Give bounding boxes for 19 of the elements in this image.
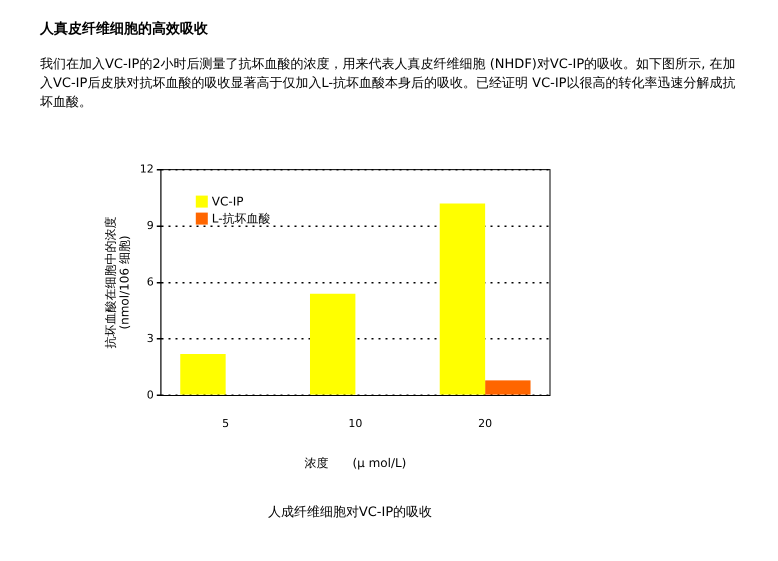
y-axis-title: 抗坏血酸在细胞中的浓度 (nmol/106 细胞) [103, 216, 132, 348]
y-tick-label: 12 [140, 162, 154, 176]
y-tick-label: 0 [146, 388, 154, 402]
x-tick-label: 10 [348, 416, 362, 430]
bar [180, 354, 226, 395]
legend-label: L-抗坏血酸 [212, 212, 271, 226]
text: 人成纤维细胞对VC-IP的吸收 [266, 504, 434, 521]
y-tick-label: 3 [146, 332, 154, 345]
y-tick-label: 9 [146, 218, 154, 232]
x-tick-label: 20 [478, 416, 492, 430]
legend-label: VC-IP [212, 194, 244, 209]
x-axis-title: 浓度 (μ mol/L) [304, 456, 406, 470]
x-tick-label: 5 [222, 416, 230, 430]
y-tick-label: 6 [146, 275, 154, 288]
chart-title: 人真皮纤维细胞的高效吸收 [40, 20, 208, 38]
bar [440, 203, 486, 395]
bar [485, 380, 531, 395]
bar [310, 294, 356, 395]
chart-subtitle: 我们在加入VC-IP的2小时后测量了抗坏血酸的浓度，用来代表人真皮纤维细胞 (NHDF)对VC-IP的吸收。如下图所示, 在加入VC-IP后皮肤对抗坏血酸的吸收显著高于仅加入L-抗坏血酸本身后的吸收。已经证明 VC-IP以很高的转化率迅速分解成抗坏血酸。 [40, 56, 737, 112]
